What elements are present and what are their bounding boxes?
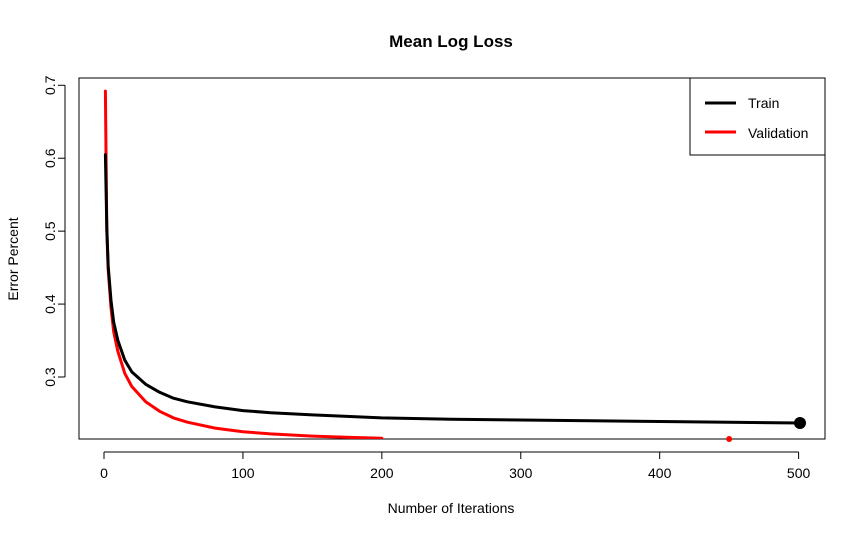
x-tick-label: 400 (648, 465, 672, 481)
y-axis: 0.3 0.4 0.5 0.6 0.7 (42, 75, 66, 387)
legend: Train Validation (689, 77, 826, 156)
y-axis-label: Error Percent (5, 217, 21, 300)
x-axis-label: Number of Iterations (388, 500, 515, 516)
final-point-validation (726, 436, 733, 442)
final-point-train (793, 416, 806, 429)
y-tick-label: 0.4 (42, 294, 58, 314)
legend-box (689, 77, 826, 156)
y-tick-label: 0.6 (42, 148, 58, 168)
x-tick-label: 500 (787, 465, 811, 481)
x-tick-label: 300 (509, 465, 533, 481)
series-layer (103, 89, 802, 439)
x-tick-label: 200 (370, 465, 394, 481)
legend-train-label: Train (748, 95, 779, 111)
x-tick-label: 100 (231, 465, 255, 481)
y-tick-label: 0.7 (42, 75, 58, 95)
plot-frame (78, 77, 826, 440)
x-tick-label: 0 (100, 465, 108, 481)
series-line-train (103, 153, 802, 425)
legend-validation-label: Validation (748, 125, 808, 141)
x-axis: 0 100 200 300 400 500 (100, 451, 811, 481)
y-tick-label: 0.5 (42, 221, 58, 241)
chart-title: Mean Log Loss (389, 32, 513, 51)
marker-layer (726, 416, 806, 442)
y-tick-label: 0.3 (42, 367, 58, 387)
